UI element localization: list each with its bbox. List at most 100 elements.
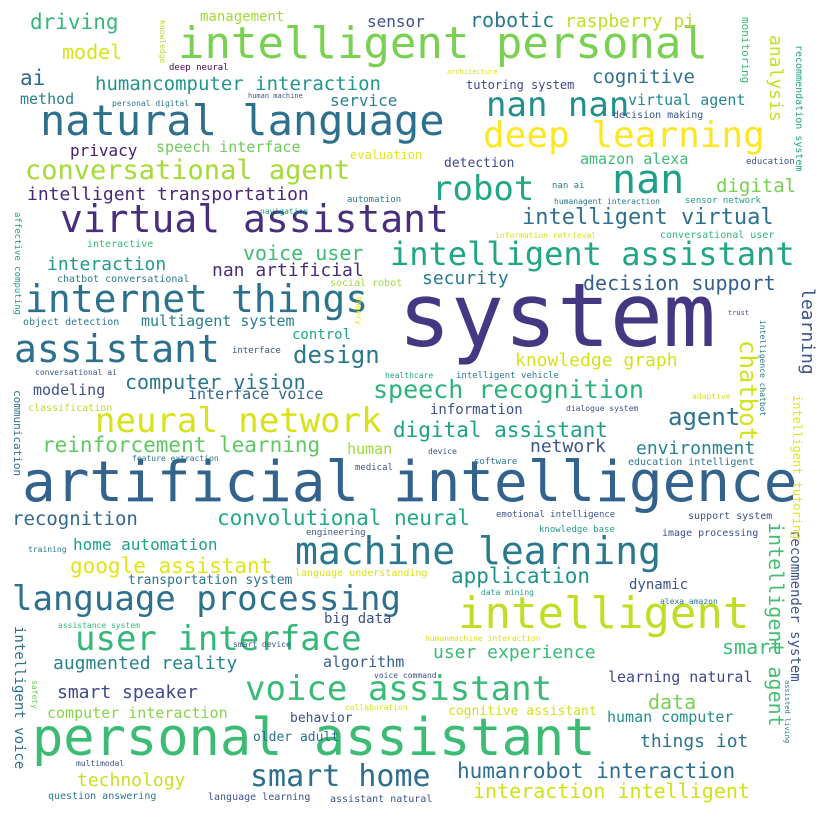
cloud-word: decision making xyxy=(613,110,704,121)
cloud-word: conversational ai xyxy=(35,368,117,377)
cloud-word: smart speaker xyxy=(57,682,198,703)
cloud-word: smart device xyxy=(233,640,291,649)
cloud-word: humanmachine interaction xyxy=(425,634,541,643)
cloud-word: training xyxy=(28,545,67,554)
cloud-word: sensor network xyxy=(685,196,761,206)
cloud-word: driving xyxy=(30,10,119,34)
cloud-word: control xyxy=(292,327,352,343)
cloud-word: nan artificial xyxy=(212,260,364,281)
cloud-word: modeling xyxy=(33,381,106,399)
cloud-word: personal assistant xyxy=(32,708,596,768)
cloud-word: classification xyxy=(28,403,113,414)
cloud-word: computer interaction xyxy=(47,704,228,722)
cloud-word: intelligent transportation xyxy=(27,184,309,205)
cloud-word: natural language xyxy=(40,96,445,145)
cloud-word: collaboration xyxy=(345,703,408,712)
cloud-word: technology xyxy=(77,770,186,791)
cloud-word: voice command xyxy=(374,671,437,680)
cloud-word: intelligent voice xyxy=(11,626,27,770)
cloud-word: multimodal xyxy=(76,759,125,768)
cloud-word: smart home xyxy=(250,759,431,794)
cloud-word: agent xyxy=(668,403,741,431)
cloud-word: cognitive assistant xyxy=(448,704,597,719)
cloud-word: digital assistant xyxy=(393,418,608,442)
cloud-word: question answering xyxy=(48,791,157,802)
cloud-word: internet things xyxy=(25,277,369,321)
cloud-word: learning xyxy=(797,288,818,375)
cloud-word: interaction intelligent xyxy=(473,779,750,803)
cloud-word: behavior xyxy=(290,711,353,726)
cloud-word: device xyxy=(428,447,457,456)
cloud-word: intelligent agent xyxy=(764,522,788,727)
cloud-word: environment xyxy=(636,438,756,459)
cloud-word: algorithm xyxy=(323,653,405,671)
cloud-word: trust xyxy=(728,309,750,317)
cloud-word: humanrobot interaction xyxy=(457,759,736,783)
cloud-word: service xyxy=(330,91,398,110)
cloud-word: deep learning xyxy=(483,115,765,156)
cloud-word: privacy xyxy=(70,141,138,160)
cloud-word: learning natural xyxy=(608,668,753,686)
cloud-word: convolutional neural xyxy=(217,506,470,530)
cloud-word: intelligent vehicle xyxy=(456,371,559,381)
cloud-word: ai xyxy=(20,66,46,90)
cloud-word: method xyxy=(20,90,75,108)
cloud-word: human xyxy=(347,440,393,458)
cloud-word: design xyxy=(293,341,380,369)
cloud-word: human computer xyxy=(607,708,734,726)
cloud-word: digital xyxy=(716,175,797,197)
cloud-word: reinforcement learning xyxy=(42,433,321,457)
cloud-word: humancomputer interaction xyxy=(95,73,381,95)
cloud-word: amazon alexa xyxy=(580,150,689,168)
cloud-word: network xyxy=(530,436,606,457)
cloud-word: emotional intelligence xyxy=(496,510,616,520)
cloud-word: language understanding xyxy=(295,568,428,579)
cloud-word: nan xyxy=(612,157,685,203)
cloud-word: virtual assistant xyxy=(60,197,449,241)
cloud-word: speech recognition xyxy=(373,375,644,404)
cloud-word: affective computing xyxy=(12,212,22,315)
cloud-word: support system xyxy=(688,511,773,522)
cloud-word: intelligent xyxy=(458,588,750,639)
cloud-word: robotic xyxy=(470,8,555,32)
cloud-word: knowledge xyxy=(158,20,167,64)
cloud-word: recommender system xyxy=(787,530,803,682)
cloud-word: education xyxy=(746,157,795,167)
cloud-word: security xyxy=(422,268,509,289)
cloud-word: voice user xyxy=(243,241,364,265)
cloud-word: alexa amazon xyxy=(660,597,718,606)
cloud-word: speech interface xyxy=(156,138,301,156)
cloud-word: machine learning xyxy=(295,529,662,573)
cloud-word: feature extraction xyxy=(132,454,219,463)
cloud-word: management xyxy=(200,9,285,25)
cloud-word: intelligent tutoring xyxy=(790,395,804,540)
cloud-word: intelligent assistant xyxy=(390,235,795,273)
cloud-word: social robot xyxy=(330,278,403,289)
cloud-word: transportation system xyxy=(128,573,293,588)
cloud-word: data xyxy=(648,690,697,714)
cloud-word: intelligence chatbot xyxy=(758,320,767,417)
cloud-word: things iot xyxy=(640,731,749,752)
cloud-word: neural network xyxy=(95,401,382,441)
cloud-word: humanagent interaction xyxy=(554,197,660,206)
cloud-word: multiagent system xyxy=(141,312,295,330)
cloud-word: interface voice xyxy=(188,385,324,403)
cloud-word: system xyxy=(398,264,716,367)
cloud-word: theory xyxy=(354,296,363,325)
cloud-word: user experience xyxy=(433,642,596,663)
cloud-word: model xyxy=(62,40,123,64)
cloud-word: image processing xyxy=(662,528,759,539)
cloud-word: information xyxy=(430,402,523,418)
cloud-word: safety xyxy=(30,680,39,709)
cloud-word: interface xyxy=(232,346,281,356)
cloud-word: older adult xyxy=(253,730,340,745)
cloud-word: assisted living xyxy=(783,680,791,744)
cloud-word: assistant natural xyxy=(330,794,433,805)
cloud-word: knowledge base xyxy=(539,525,615,535)
cloud-word: assistant xyxy=(14,327,220,371)
cloud-word: tutoring system xyxy=(466,78,575,92)
cloud-word: cognitive xyxy=(592,66,695,88)
cloud-word: conversational agent xyxy=(25,155,351,186)
cloud-word: monitoring xyxy=(739,17,752,84)
cloud-word: human machine xyxy=(248,92,303,100)
